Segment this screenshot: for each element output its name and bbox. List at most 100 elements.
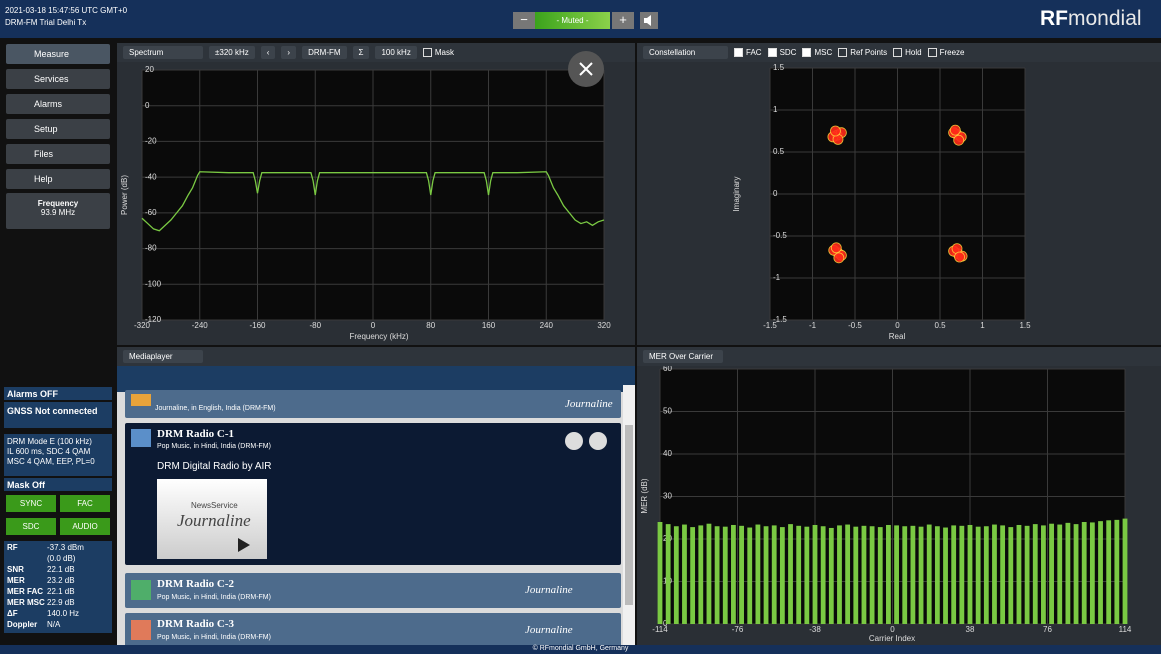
checkbox [767, 48, 777, 58]
nav-item[interactable]: Setup [6, 119, 110, 139]
constellation-point [954, 251, 965, 263]
span-select[interactable]: ±320 kHz [209, 46, 255, 59]
media-item-selected[interactable]: DRM Radio C-1 Pop Music, in Hindi, India… [125, 423, 621, 565]
media-item[interactable]: DRM Radio C-2 Pop Music, in Hindi, India … [125, 573, 621, 608]
y-axis-label: MER (dB) [640, 478, 649, 513]
view-select[interactable]: Spectrum [123, 46, 203, 59]
mer-bar [1073, 524, 1079, 624]
mer-bar [1122, 518, 1128, 624]
x-tick-label: -0.5 [848, 321, 862, 330]
nav-item[interactable]: Measure [6, 44, 110, 64]
frequency-box[interactable]: Frequency 93.9 MHz [6, 193, 110, 229]
journaline-image[interactable]: NewsService Journaline [157, 479, 267, 559]
rbw-select[interactable]: 100 kHz [375, 46, 417, 59]
item-brand: Journaline [565, 398, 613, 410]
y-tick-label: -20 [145, 137, 157, 146]
item-title: DRM Radio C-3 [157, 618, 234, 630]
status-button[interactable]: AUDIO [60, 518, 110, 535]
y-tick-label: 20 [145, 65, 154, 74]
check-option[interactable]: MSC [802, 47, 833, 58]
item-text: DRM Digital Radio by AIR [157, 461, 272, 472]
mute-icon[interactable] [640, 12, 658, 29]
mer-bar [1098, 521, 1103, 624]
status-button[interactable]: FAC [60, 495, 110, 512]
y-axis-label: Power (dB) [120, 175, 129, 215]
checkbox [927, 48, 937, 58]
view-select[interactable]: MER Over Carrier [643, 350, 723, 363]
nav-item[interactable]: Files [6, 144, 110, 164]
measurement-label: MER FAC [7, 587, 43, 596]
header: 2021-03-18 15:47:56 UTC GMT+0 DRM-FM Tri… [0, 0, 1161, 38]
mer-bar [992, 524, 997, 624]
measurement-row: RF -37.3 dBm [7, 543, 109, 554]
y-tick-label: 0 [773, 189, 778, 198]
mediaplayer-toolbar: Mediaplayer [117, 347, 635, 366]
mer-bar [1081, 522, 1087, 624]
y-tick-label: 1 [773, 105, 778, 114]
y-tick-label: 0 [145, 101, 150, 110]
scrollbar[interactable] [623, 385, 635, 645]
mer-bar [665, 524, 671, 624]
volume-bar[interactable]: - Muted - [535, 12, 610, 29]
check-label: MSC [814, 47, 833, 57]
prev-button[interactable]: ‹ [260, 46, 276, 59]
nav-item[interactable]: Help [6, 169, 110, 189]
mer-bar [739, 525, 744, 624]
alarms-status: Alarms OFF [4, 387, 112, 400]
mask-status: Mask Off [4, 478, 112, 491]
measurement-value: 23.2 dB [47, 576, 75, 585]
nav-item[interactable]: Services [6, 69, 110, 89]
play-icon[interactable] [237, 537, 251, 553]
check-option[interactable]: Freeze [927, 48, 965, 58]
view-select[interactable]: Constellation [643, 46, 728, 59]
timestamp: 2021-03-18 15:47:56 UTC GMT+0 [5, 6, 128, 15]
item-subtitle: Journaline, in English, India (DRM-FM) [155, 405, 276, 412]
check-option[interactable]: SDC [767, 48, 796, 58]
volume-down[interactable]: − [513, 12, 535, 29]
mode-info: DRM Mode E (100 kHz) IL 600 ms, SDC 4 QAM… [4, 434, 112, 476]
mer-bar [1024, 525, 1030, 624]
standard-select[interactable]: DRM-FM [302, 46, 347, 59]
close-button[interactable] [568, 51, 604, 87]
mer-bar [861, 525, 867, 624]
scroll-thumb[interactable] [625, 425, 633, 605]
mer-bar [690, 527, 696, 624]
mer-bar [731, 524, 736, 624]
check-option[interactable]: Ref Points [838, 47, 888, 58]
mer-bar [796, 525, 802, 624]
check-option[interactable]: FAC [734, 48, 762, 58]
y-tick-label: 30 [663, 492, 672, 501]
mer-bar [869, 526, 875, 624]
mer-bar [714, 526, 720, 624]
mer-bar [763, 526, 769, 624]
next-button[interactable]: › [281, 46, 297, 59]
constellation-toolbar: Constellation FAC SDC MSC Ref Points Hold Fre… [637, 43, 1161, 62]
mer-bar [951, 525, 957, 624]
view-select[interactable]: Mediaplayer [123, 350, 203, 363]
volume-up[interactable]: + [612, 12, 634, 29]
measurement-row: (0.0 dB) [7, 554, 109, 565]
measurements: RF -37.3 dBm (0.0 dB) SNR 22.1 dB MER 23.2 dB M… [4, 541, 112, 633]
x-tick-label: -38 [809, 625, 821, 634]
item-brand: Journaline [525, 584, 573, 596]
sigma-select[interactable]: Σ [352, 46, 370, 59]
mer-bar [788, 524, 793, 624]
mer-bar [673, 526, 679, 624]
y-tick-label: 1.5 [773, 63, 785, 72]
nav-item[interactable]: Alarms [6, 94, 110, 114]
check-option[interactable]: Hold [893, 48, 922, 58]
status-button[interactable]: SYNC [6, 495, 56, 512]
measurement-value: (0.0 dB) [47, 554, 76, 563]
media-item[interactable]: Journaline, in English, India (DRM-FM) J… [125, 390, 621, 418]
check-label: Ref Points [850, 47, 888, 57]
y-tick-label: -0.5 [773, 231, 787, 240]
constellation-point [949, 124, 961, 136]
item-actions[interactable] [565, 431, 609, 451]
mer-bar [1114, 519, 1120, 624]
mer-toolbar: MER Over Carrier [637, 347, 1161, 366]
mer-bar [755, 524, 761, 624]
media-item[interactable]: DRM Radio C-3 Pop Music, in Hindi, India … [125, 613, 621, 648]
mask-check[interactable]: Mask [422, 48, 454, 58]
status-button[interactable]: SDC [6, 518, 56, 535]
